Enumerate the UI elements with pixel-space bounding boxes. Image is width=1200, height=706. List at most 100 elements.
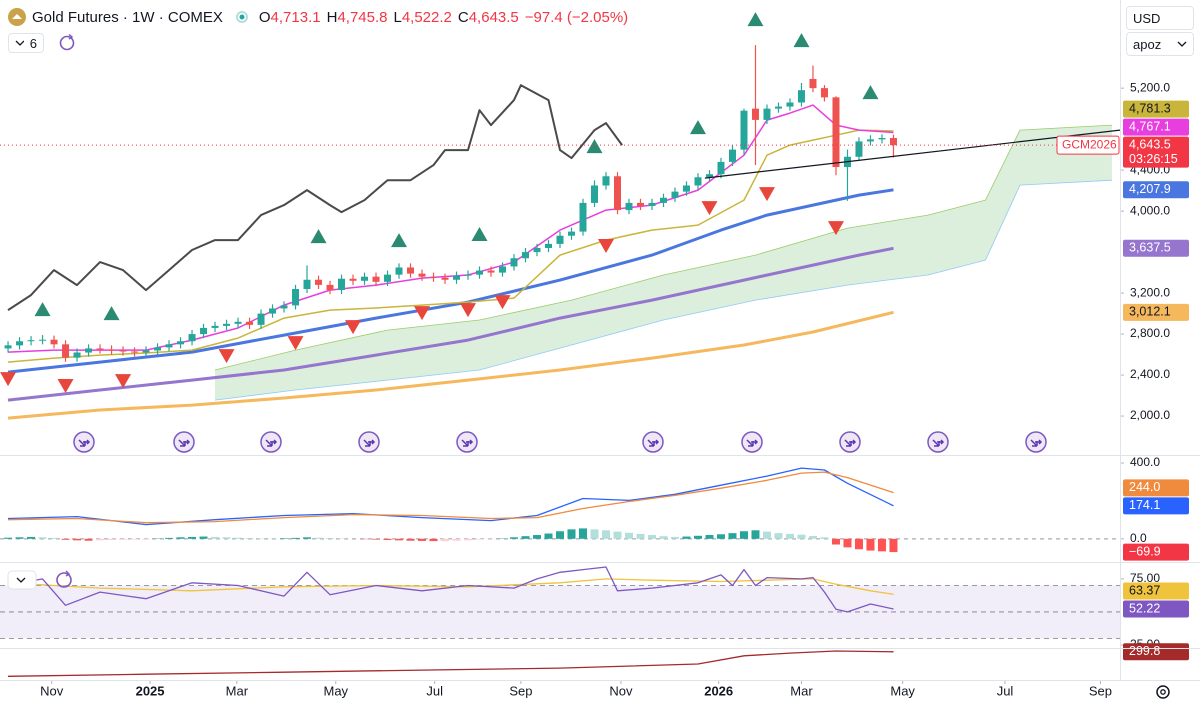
event-icon[interactable]: [173, 431, 195, 453]
histogram-bar: [659, 536, 668, 539]
scale-select[interactable]: apoz: [1126, 32, 1194, 56]
candle-body: [476, 270, 484, 275]
histogram-bar: [475, 538, 484, 540]
candle-body: [177, 341, 185, 345]
currency-select[interactable]: USD: [1126, 6, 1194, 30]
ohlc-value: 4,643.5: [468, 8, 519, 26]
candle-body: [430, 276, 438, 278]
indicator-line: [7, 578, 894, 595]
candle-body: [62, 344, 70, 358]
candle-body: [522, 252, 530, 259]
histogram-bar: [797, 534, 806, 539]
candle-body: [131, 351, 139, 353]
candle-body: [384, 274, 392, 282]
candle-body: [211, 325, 219, 328]
indicator-line: [7, 566, 894, 613]
histogram-bar: [544, 533, 553, 539]
price-badge-label: 174.1: [1129, 498, 1160, 512]
candle-body: [73, 352, 81, 358]
y-tick-label: 4,000.0: [1130, 203, 1170, 217]
indicator-line: [7, 104, 894, 353]
histogram-bar: [452, 538, 461, 541]
histogram-bar: [521, 536, 530, 539]
candle-body: [740, 110, 748, 150]
price-badge-label: 03:26:15: [1129, 152, 1178, 166]
candle-body: [108, 349, 116, 351]
symbol-title[interactable]: Gold Futures · 1W · COMEX: [32, 8, 223, 26]
histogram-bar: [119, 538, 128, 540]
candle-body: [200, 327, 208, 335]
signal-triangle: [287, 336, 304, 351]
candle-body: [705, 174, 713, 178]
histogram-bar: [808, 535, 817, 539]
y-tick-label: 400.0: [1130, 455, 1160, 469]
event-icon[interactable]: [73, 431, 95, 453]
histogram-bar: [636, 533, 645, 539]
histogram-bar: [211, 536, 220, 539]
rsi-refresh-icon[interactable]: [56, 570, 72, 588]
candle-body: [27, 340, 35, 342]
candle-body: [797, 90, 805, 103]
candle-body: [453, 275, 461, 280]
y-tick-label: 75.00: [1130, 571, 1160, 585]
indicator-line: [7, 310, 894, 420]
candle-body: [395, 267, 403, 275]
candle-body: [613, 176, 621, 211]
candle-body: [39, 339, 47, 341]
histogram-bar: [739, 531, 748, 539]
legend: Gold Futures · 1W · COMEX O 4,713.1 H 4,74…: [8, 6, 628, 28]
candle-body: [820, 88, 828, 98]
indicator-line: [7, 246, 894, 402]
candle-body: [648, 202, 656, 206]
candle-body: [464, 274, 472, 276]
price-badge-label: 244.0: [1129, 480, 1160, 494]
rsi-collapse[interactable]: [7, 570, 37, 590]
histogram-bar: [84, 538, 93, 541]
price-badge: [1123, 118, 1189, 136]
indicator-line: [7, 129, 894, 363]
candle-body: [361, 276, 369, 281]
refresh-icon[interactable]: [58, 34, 76, 52]
histogram-bar: [176, 537, 185, 539]
candle-body: [556, 235, 564, 244]
candle-body: [786, 102, 794, 107]
event-icon[interactable]: [456, 431, 478, 453]
histogram-bar: [15, 537, 24, 539]
indicator-line: [7, 650, 894, 677]
candle-body: [85, 348, 93, 353]
event-icon[interactable]: [741, 431, 763, 453]
event-icon[interactable]: [1025, 431, 1047, 453]
y-tick-label: 2,000.0: [1130, 408, 1170, 422]
histogram-bar: [866, 538, 875, 551]
histogram-bar: [4, 537, 13, 539]
event-icon[interactable]: [839, 431, 861, 453]
histogram-bar: [441, 538, 450, 542]
event-icon[interactable]: [642, 431, 664, 453]
event-icon[interactable]: [260, 431, 282, 453]
event-icon[interactable]: [927, 431, 949, 453]
x-tick-label: May: [323, 683, 348, 698]
histogram-bar: [165, 537, 174, 539]
histogram-bar: [38, 537, 47, 539]
candle-body: [326, 284, 334, 291]
settings-icon[interactable]: [1156, 685, 1170, 699]
x-tick-label: Sep: [509, 683, 532, 698]
plot-area: GCM2026 2,000.0 2,400.0 2,800.0 3,200.0 4,000…: [0, 12, 1189, 698]
candle-body: [315, 279, 323, 285]
price-badge-label: 4,207.9: [1129, 182, 1171, 196]
candle-body: [257, 313, 265, 325]
event-icon[interactable]: [358, 431, 380, 453]
indicators-toggle[interactable]: 6: [8, 33, 44, 53]
histogram-bar: [705, 535, 714, 539]
histogram-bar: [601, 530, 610, 539]
candle-body: [763, 108, 771, 120]
histogram-bar: [188, 536, 197, 539]
signal-triangle: [689, 120, 706, 135]
histogram-bar: [464, 538, 473, 541]
histogram-bar: [372, 538, 381, 540]
cloud-lower: [214, 179, 1113, 401]
indicator-line: [7, 188, 894, 374]
histogram-bar: [245, 538, 254, 539]
candle-body: [567, 231, 575, 236]
